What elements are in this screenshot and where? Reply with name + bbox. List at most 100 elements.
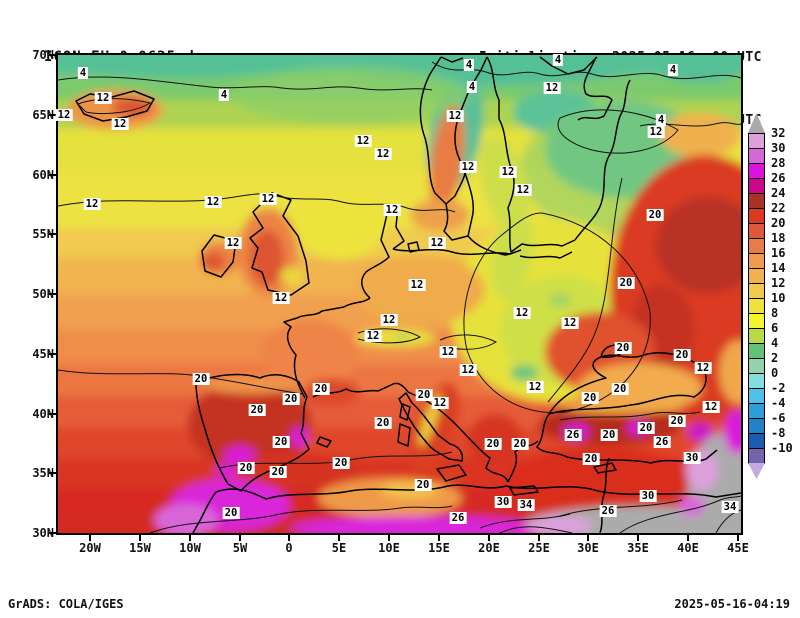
lon-tick-mark — [438, 533, 440, 541]
contour-value-label: 12 — [526, 381, 544, 393]
colorbar-tick-label: -8 — [771, 426, 786, 440]
colorbar-tick-label: 22 — [771, 201, 786, 215]
contour-value-label: 12 — [224, 237, 242, 249]
lon-tick-label: 30E — [577, 541, 599, 555]
contour-value-label: 30 — [683, 452, 701, 464]
lat-tick-mark — [49, 174, 57, 176]
lat-tick-mark — [49, 293, 57, 295]
colorbar-arrow-up-icon — [748, 113, 765, 133]
contour-value-label: 12 — [364, 330, 382, 342]
colorbar-segment — [748, 328, 765, 344]
contour-value-label: 20 — [611, 383, 629, 395]
contour-value-label: 4 — [552, 54, 564, 66]
lat-tick-label: 30N — [32, 526, 54, 540]
lat-tick-label: 55N — [32, 227, 54, 241]
contour-value-label: 34 — [721, 501, 739, 513]
lon-tick-mark — [288, 533, 290, 541]
colorbar: 32 30 28 26 24 22 20 18 16 14 12 10 8 6 4 2 0 -2 -4 -6 -8 -10 — [748, 0, 800, 618]
contour-value-label: 12 — [374, 148, 392, 160]
colorbar-segment — [748, 388, 765, 404]
colorbar-segment — [748, 403, 765, 419]
colorbar-segment — [748, 433, 765, 449]
contour-value-label: 12 — [431, 397, 449, 409]
lat-tick-label: 40N — [32, 407, 54, 421]
lat-tick-label: 35N — [32, 466, 54, 480]
colorbar-tick-label: 18 — [771, 231, 786, 245]
contour-value-label: 12 — [408, 279, 426, 291]
colorbar-tick-label: 2 — [771, 351, 779, 365]
contour-value-label: 12 — [694, 362, 712, 374]
colorbar-segment — [748, 358, 765, 374]
colorbar-arrow-down-icon — [748, 463, 765, 479]
contour-value-label: 20 — [511, 438, 529, 450]
lat-tick-label: 45N — [32, 347, 54, 361]
colorbar-segment — [748, 238, 765, 254]
lon-tick-mark — [338, 533, 340, 541]
lon-tick-label: 40E — [677, 541, 699, 555]
contour-value-label: 20 — [272, 436, 290, 448]
contour-value-label: 26 — [449, 512, 467, 524]
lon-tick-label: 15W — [129, 541, 151, 555]
colorbar-tick-label: 32 — [771, 126, 786, 140]
contour-value-label: 12 — [55, 109, 73, 121]
colorbar-tick-label: -2 — [771, 381, 786, 395]
lon-tick-label: 25E — [528, 541, 550, 555]
contour-value-label: 20 — [614, 342, 632, 354]
lat-tick-mark — [49, 233, 57, 235]
colorbar-tick-label: -10 — [771, 441, 793, 455]
contour-value-label: 20 — [617, 277, 635, 289]
contour-value-label: 4 — [667, 64, 679, 76]
contour-value-label: 12 — [428, 237, 446, 249]
contour-value-label: 12 — [543, 82, 561, 94]
grads-credit: GrADS: COLA/IGES — [8, 597, 124, 611]
contour-value-label: 4 — [655, 114, 667, 126]
contour-value-label: 12 — [459, 364, 477, 376]
contour-value-label: 30 — [639, 490, 657, 502]
colorbar-tick-label: 10 — [771, 291, 786, 305]
contour-value-label: 12 — [354, 135, 372, 147]
contour-value-label: 20 — [582, 453, 600, 465]
lon-tick-mark — [687, 533, 689, 541]
lon-tick-mark — [737, 533, 739, 541]
lat-tick-label: 70N — [32, 48, 54, 62]
contour-value-label: 20 — [374, 417, 392, 429]
contour-value-label: 26 — [564, 429, 582, 441]
contour-value-label: 20 — [673, 349, 691, 361]
colorbar-tick-label: 28 — [771, 156, 786, 170]
contour-value-label: 4 — [77, 67, 89, 79]
contour-value-label: 12 — [380, 314, 398, 326]
contour-value-label: 20 — [637, 422, 655, 434]
colorbar-segment — [748, 283, 765, 299]
colorbar-tick-label: 24 — [771, 186, 786, 200]
lat-tick-mark — [49, 532, 57, 534]
colorbar-under-segment — [748, 448, 765, 464]
contour-value-label: 12 — [499, 166, 517, 178]
colorbar-tick-label: 30 — [771, 141, 786, 155]
colorbar-segment — [748, 133, 765, 149]
lon-tick-label: 45E — [727, 541, 749, 555]
lon-tick-label: 15E — [428, 541, 450, 555]
lon-tick-mark — [89, 533, 91, 541]
colorbar-segment — [748, 208, 765, 224]
lon-tick-mark — [637, 533, 639, 541]
colorbar-segment — [748, 313, 765, 329]
lat-tick-label: 60N — [32, 168, 54, 182]
contour-value-label: 20 — [192, 373, 210, 385]
contour-value-label: 12 — [459, 161, 477, 173]
colorbar-segment — [748, 163, 765, 179]
colorbar-tick-label: -6 — [771, 411, 786, 425]
lon-tick-label: 10W — [179, 541, 201, 555]
lon-tick-mark — [139, 533, 141, 541]
colorbar-tick-label: 14 — [771, 261, 786, 275]
contour-value-label: 20 — [237, 462, 255, 474]
contour-value-label: 4 — [463, 59, 475, 71]
contour-value-label: 20 — [581, 392, 599, 404]
contour-value-label: 12 — [561, 317, 579, 329]
lat-tick-mark — [49, 413, 57, 415]
colorbar-segment — [748, 193, 765, 209]
colorbar-segment — [748, 268, 765, 284]
lon-tick-mark — [587, 533, 589, 541]
lon-tick-mark — [488, 533, 490, 541]
contour-value-label: 4 — [466, 81, 478, 93]
